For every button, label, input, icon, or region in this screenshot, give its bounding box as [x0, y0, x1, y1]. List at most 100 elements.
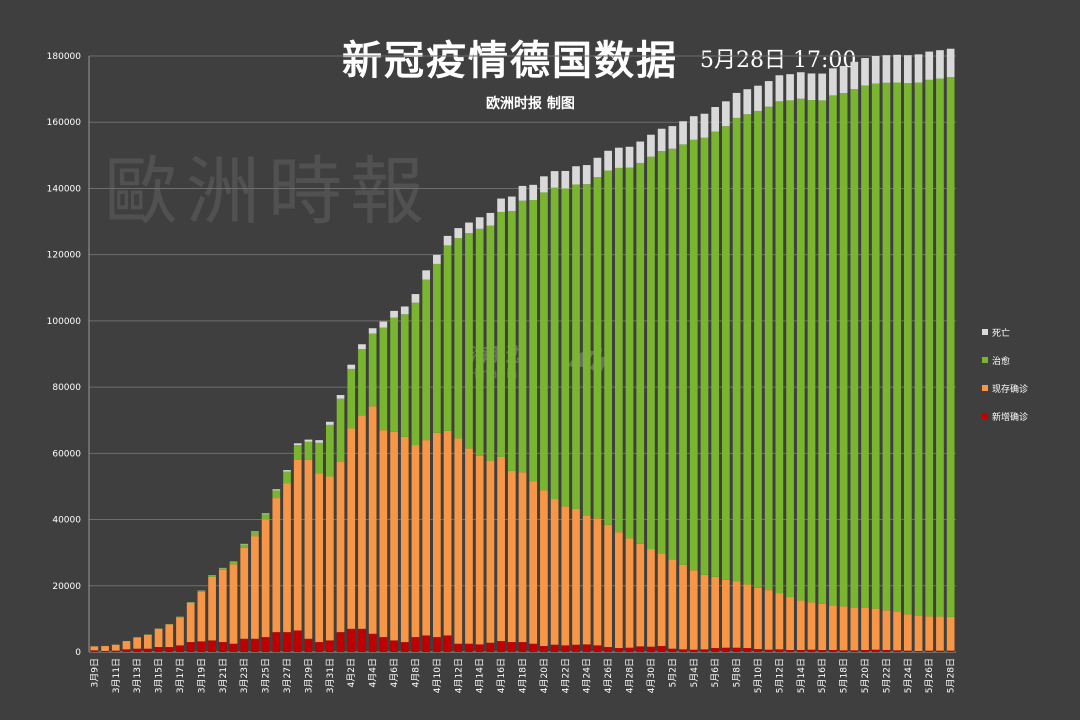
x-tick-label: 3月17日: [175, 658, 186, 693]
bar-death: [604, 150, 612, 171]
bar-active: [572, 508, 580, 645]
legend-swatch-active: [982, 385, 988, 391]
bar-new: [582, 644, 591, 652]
x-tick-label: 4月2日: [346, 658, 357, 687]
x-tick-label: 5月4日: [689, 658, 700, 687]
bar-active: [358, 415, 366, 629]
bar-new: [358, 628, 366, 652]
bar-active: [465, 448, 473, 644]
x-tick-label: 3月13日: [132, 658, 143, 693]
bar-recovered: [550, 187, 559, 500]
bar-death: [336, 395, 345, 399]
bar-new: [614, 648, 623, 652]
x-tick-label: 3月9日: [89, 658, 100, 687]
bar-new: [475, 644, 484, 652]
x-tick-label: 3月19日: [196, 658, 207, 693]
bar-new: [518, 642, 527, 652]
bar-new: [368, 633, 377, 652]
bar-recovered: [507, 210, 516, 471]
bar-death: [614, 147, 623, 168]
bar-new: [197, 641, 206, 652]
bar-death: [807, 73, 816, 101]
bar-active: [411, 445, 420, 638]
bar-active: [272, 498, 281, 633]
bar-recovered: [186, 602, 195, 603]
bar-recovered: [743, 114, 752, 585]
bar-new: [186, 642, 195, 652]
bar-death: [861, 58, 869, 86]
bar-new: [347, 628, 356, 652]
bar-death: [454, 228, 463, 239]
bar-death: [433, 254, 441, 264]
bar-active: [101, 646, 109, 652]
legend-label-active: 现存确诊: [992, 384, 1029, 395]
bar-active: [807, 602, 816, 650]
bar-active: [422, 440, 431, 636]
bar-recovered: [272, 490, 281, 499]
bar-new: [668, 648, 677, 652]
legend-label-recovered: 治愈: [992, 356, 1011, 367]
bar-recovered: [454, 238, 463, 439]
x-tick-label: 5月22日: [881, 658, 892, 693]
bar-active: [186, 602, 195, 643]
bar-active: [839, 606, 848, 651]
bar-new: [497, 641, 505, 652]
bar-recovered: [208, 575, 216, 577]
bar-recovered: [422, 279, 431, 441]
bar-new: [443, 635, 452, 652]
bar-new: [946, 650, 955, 652]
bar-active: [711, 576, 720, 649]
bar-death: [743, 89, 752, 115]
bar-active: [507, 470, 516, 643]
bar-new: [144, 648, 152, 652]
x-tick-label: 4月14日: [475, 658, 486, 693]
y-tick-label: 40000: [52, 516, 81, 526]
bar-recovered: [689, 139, 698, 571]
bar-active: [325, 476, 334, 641]
bar-death: [475, 217, 484, 229]
bar-recovered: [540, 192, 548, 491]
bar-active: [529, 481, 538, 644]
bar-active: [946, 616, 955, 651]
bar-death: [261, 513, 270, 515]
x-tick-label: 5月26日: [924, 658, 935, 693]
x-tick-label: 4月26日: [603, 658, 614, 693]
bar-recovered: [379, 327, 388, 431]
bar-new: [325, 640, 334, 652]
bar-new: [903, 650, 912, 652]
bar-recovered: [368, 333, 377, 407]
bar-new: [176, 645, 184, 652]
bar-new: [154, 647, 163, 652]
bar-new: [936, 650, 944, 652]
bar-active: [540, 490, 548, 647]
bar-new: [101, 651, 109, 652]
bar-active: [582, 515, 591, 645]
bar-recovered: [561, 188, 570, 507]
bar-death: [796, 72, 805, 99]
bar-recovered: [775, 101, 784, 594]
x-tick-label: 4月6日: [389, 658, 400, 687]
bar-active: [475, 455, 484, 645]
bar-recovered: [796, 98, 805, 601]
x-tick-label: 5月10日: [753, 658, 764, 693]
bar-death: [561, 170, 570, 189]
bar-recovered: [358, 349, 366, 416]
bar-active: [251, 536, 259, 639]
x-tick-label: 3月23日: [239, 658, 250, 693]
bar-active: [936, 616, 944, 651]
bar-recovered: [604, 170, 612, 525]
bar-recovered: [786, 100, 794, 598]
bar-active: [347, 428, 356, 629]
x-tick-label: 4月18日: [518, 658, 529, 693]
x-tick-label: 5月18日: [839, 658, 850, 693]
bar-new: [454, 643, 463, 652]
y-tick-label: 20000: [52, 582, 81, 592]
bar-recovered: [433, 263, 441, 433]
bar-death: [668, 126, 677, 149]
bar-recovered: [754, 110, 762, 588]
x-tick-label: 4月30日: [646, 658, 657, 693]
bar-recovered: [443, 245, 452, 431]
bar-active: [433, 432, 441, 638]
bar-new: [251, 638, 259, 652]
watermark: 歐洲時報: [104, 149, 432, 235]
